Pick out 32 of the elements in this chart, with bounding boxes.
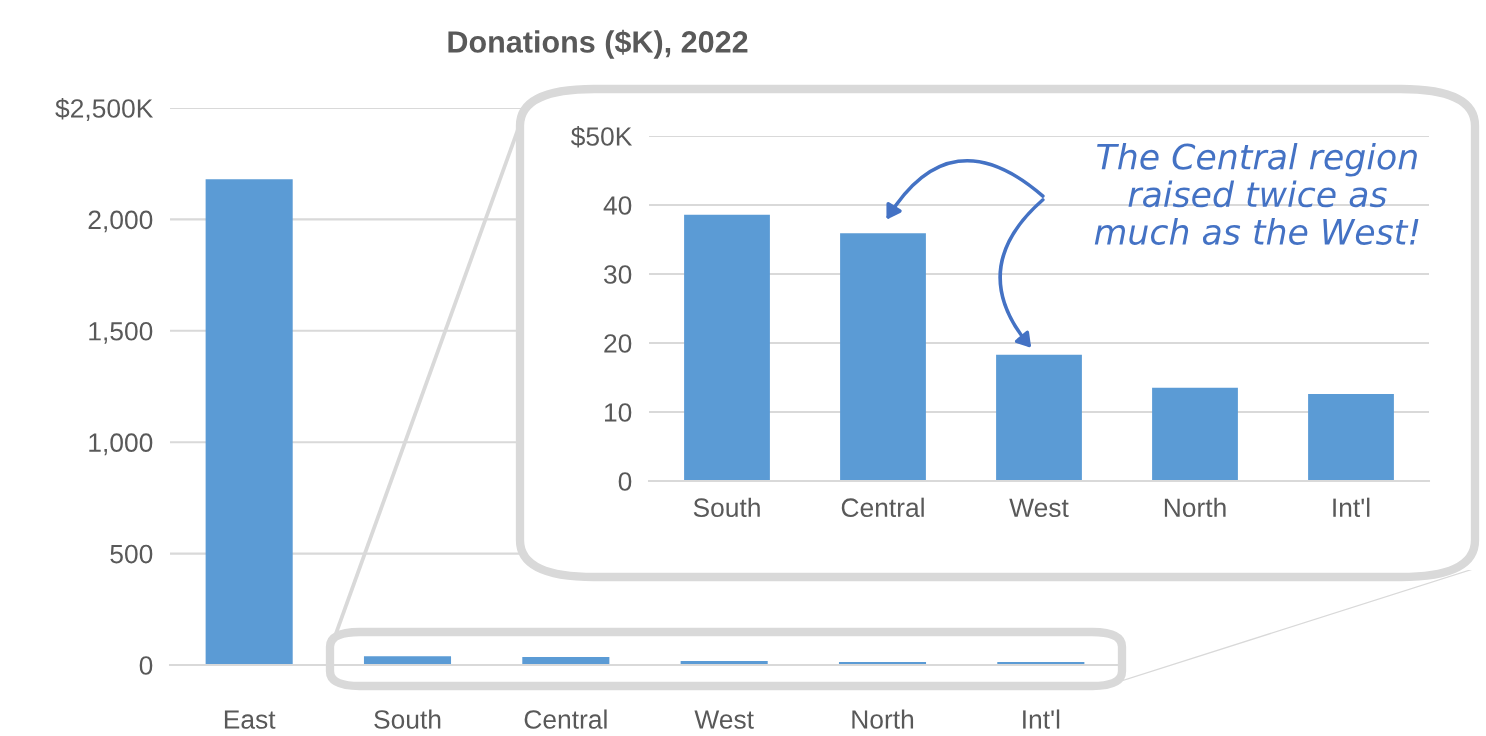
bar bbox=[1308, 394, 1394, 481]
bar bbox=[205, 179, 293, 665]
y-tick-label: 0 bbox=[618, 472, 632, 491]
bar bbox=[996, 354, 1082, 481]
y-tick-label: 40 bbox=[603, 196, 632, 215]
y-tick-label: 1,500 bbox=[89, 321, 153, 344]
bar bbox=[840, 233, 926, 481]
chart-title: Donations ($K), 2022 bbox=[448, 29, 748, 59]
bar bbox=[684, 214, 770, 481]
x-tick-label: North bbox=[852, 709, 914, 729]
x-tick-label: Int'l bbox=[1023, 709, 1060, 729]
x-tick-label: North bbox=[1164, 497, 1226, 518]
x-tick-label: Central bbox=[524, 709, 607, 729]
bar bbox=[363, 656, 452, 665]
y-tick-label: 30 bbox=[603, 265, 632, 284]
y-tick-label: 10 bbox=[605, 403, 632, 422]
x-tick-label: West bbox=[1009, 498, 1069, 518]
x-tick-label: Central bbox=[841, 497, 924, 518]
x-tick-label: West bbox=[694, 710, 754, 729]
y-tick-label: 2,000 bbox=[88, 210, 153, 233]
x-tick-label: East bbox=[224, 710, 276, 729]
x-tick-label: South bbox=[374, 709, 441, 729]
x-tick-label: Int'l bbox=[1333, 497, 1370, 517]
bar bbox=[1152, 387, 1238, 481]
y-tick-label: 0 bbox=[139, 656, 153, 675]
y-tick-label: 1,000 bbox=[89, 433, 153, 456]
y-tick-label: 500 bbox=[110, 544, 153, 564]
x-tick-label: South bbox=[693, 497, 760, 518]
y-tick-label: 20 bbox=[604, 334, 632, 353]
annotation: The Central region raised twice as much as the West! bbox=[1094, 142, 1419, 245]
y-tick-label: $2,500K bbox=[55, 98, 154, 121]
y-tick-label: $50K bbox=[570, 126, 633, 148]
